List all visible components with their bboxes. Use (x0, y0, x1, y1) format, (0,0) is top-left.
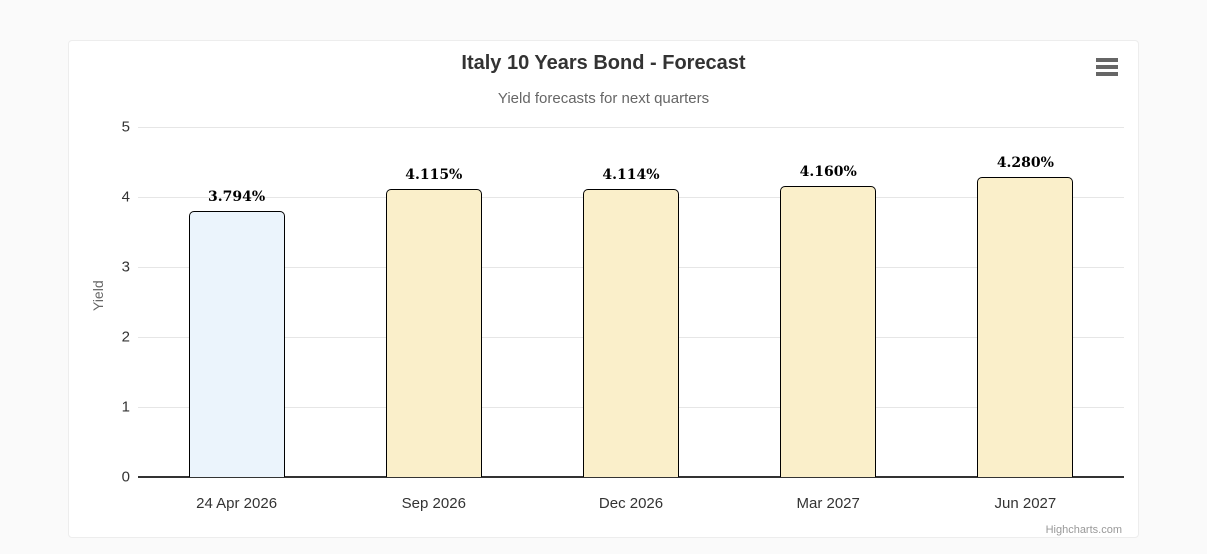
plot-area: 0 1 2 3 4 5 3.794% 4.115% 4.114% 4.160% 4.280% (122, 120, 1124, 485)
bar-group-1: 4.115% (385, 127, 482, 477)
bar-value-label: 4.160% (799, 164, 857, 180)
x-axis-label: 24 Apr 2026 (196, 495, 278, 512)
bar-value-label: 4.280% (996, 155, 1054, 171)
x-axis-label: Jun 2027 (994, 495, 1057, 512)
y-axis-tick-label: 2 (121, 328, 130, 346)
bar-group-2: 4.114% (583, 127, 679, 477)
bar-value-label: 4.114% (602, 167, 660, 183)
y-axis-tick-label: 3 (121, 258, 130, 276)
bar-2[interactable] (583, 189, 679, 477)
context-menu-button[interactable] (1093, 54, 1121, 80)
chart-card: Italy 10 Years Bond - Forecast Yield for… (68, 40, 1139, 538)
x-axis-line (138, 476, 1124, 478)
y-axis-tick-label: 5 (121, 118, 130, 136)
x-axis-label: Dec 2026 (598, 495, 664, 512)
x-axis-label: Mar 2027 (796, 495, 860, 512)
bar-4[interactable] (977, 177, 1074, 477)
bar-group-0: 3.794% (188, 127, 285, 477)
chart-subtitle: Yield forecasts for next quarters (497, 90, 710, 107)
y-axis-tick-label: 1 (121, 398, 130, 416)
bar-group-4: 4.280% (977, 127, 1074, 477)
bar-value-label: 4.115% (405, 167, 463, 183)
y-axis-title: Yield (90, 280, 106, 311)
gridline (138, 127, 1124, 128)
hamburger-icon (1096, 58, 1118, 62)
y-axis-tick-label: 0 (121, 468, 130, 486)
x-axis-labels: 24 Apr 2026 Sep 2026 Dec 2026 Mar 2027 Jun 2… (138, 495, 1124, 515)
bar-value-label: 3.794% (208, 189, 266, 205)
credits-link[interactable]: Highcharts.com (1045, 524, 1122, 536)
bar-0[interactable] (188, 211, 285, 477)
x-axis-label: Sep 2026 (401, 495, 466, 512)
bar-3[interactable] (780, 186, 877, 477)
chart-title: Italy 10 Years Bond - Forecast (461, 52, 746, 74)
bar-group-3: 4.160% (780, 127, 877, 477)
bar-1[interactable] (385, 189, 482, 477)
y-axis-tick-label: 4 (121, 188, 130, 206)
